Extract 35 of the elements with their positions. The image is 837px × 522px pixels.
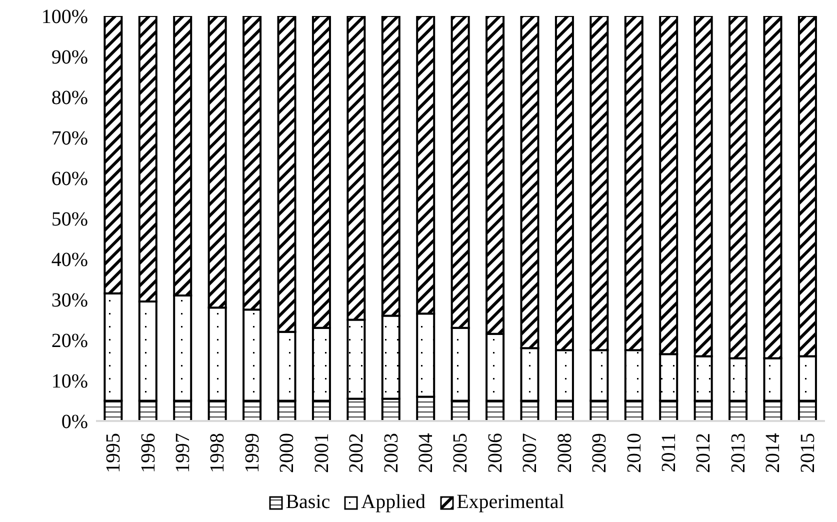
- y-tick-label: 20%: [51, 330, 88, 352]
- x-tick-label: 1998: [206, 433, 229, 473]
- x-tick-label: 2006: [484, 433, 506, 473]
- x-tick-label: 2010: [623, 433, 646, 473]
- y-tick-label: 90%: [51, 46, 88, 69]
- y-tick-label: 0%: [61, 411, 88, 434]
- x-tick-label: 2007: [519, 433, 542, 473]
- x-tick-label: 2003: [380, 433, 402, 473]
- y-tick-label: 100%: [41, 6, 88, 28]
- x-tick-label: 2004: [414, 433, 437, 473]
- x-tick-label: 2005: [450, 433, 472, 473]
- legend-label: Basic: [286, 491, 330, 514]
- x-tick-label: 2015: [796, 433, 819, 473]
- y-tick-label: 30%: [51, 290, 88, 312]
- x-tick-label: 2001: [310, 433, 333, 473]
- legend-label: Applied: [361, 491, 426, 514]
- y-tick-label: 70%: [51, 128, 88, 150]
- y-tick-label: 80%: [51, 87, 88, 110]
- x-tick-label: 1995: [102, 433, 125, 473]
- x-tick-label: 1997: [172, 433, 194, 473]
- x-tick-label: 2000: [276, 433, 298, 473]
- y-tick-label: 50%: [51, 208, 88, 231]
- x-tick-label: 2008: [554, 433, 576, 473]
- x-tick-label: 2014: [762, 433, 784, 473]
- x-tick-label: 2002: [346, 433, 368, 473]
- x-tick-label: 2013: [727, 433, 750, 473]
- x-tick-label: 2012: [692, 433, 715, 473]
- x-tick-label: 2011: [658, 433, 680, 472]
- y-tick-label: 60%: [51, 168, 88, 190]
- x-tick-label: 1999: [241, 433, 264, 473]
- y-tick-label: 10%: [51, 370, 88, 393]
- x-tick-label: 1996: [137, 433, 160, 473]
- legend-label: Experimental: [456, 491, 564, 514]
- x-tick-label: 2009: [588, 433, 611, 473]
- y-tick-label: 40%: [51, 249, 88, 272]
